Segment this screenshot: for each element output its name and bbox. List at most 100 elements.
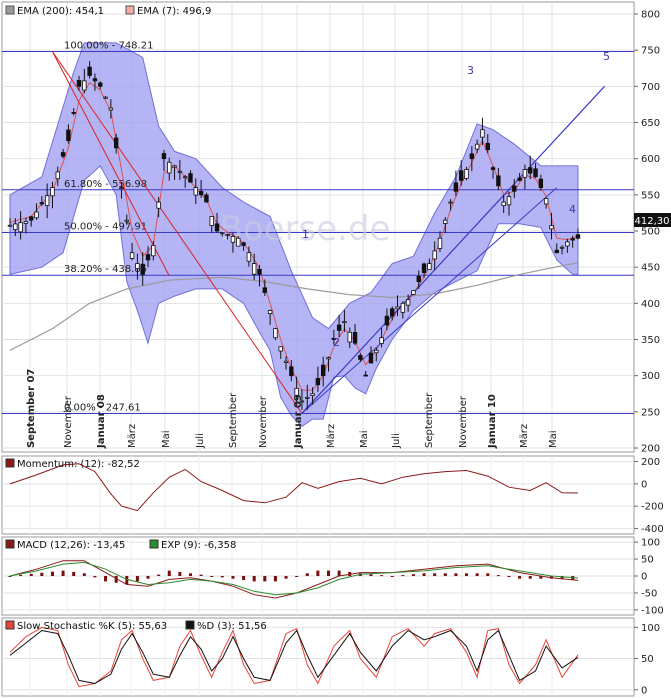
candle-body	[533, 168, 538, 178]
candle-body	[294, 387, 299, 397]
price-tick-label: 400	[641, 299, 660, 310]
ema7-legend: EMA (7): 496,9	[137, 6, 211, 17]
momentum-panel: 200 0 -200 -400 Momentum: (12): -82,52	[1, 455, 664, 535]
momentum-frame	[1, 455, 635, 535]
macd-hist-bar	[539, 576, 543, 579]
panel-tick-label: -400	[641, 524, 664, 535]
macd-hist-bar	[104, 576, 108, 582]
candle-body	[55, 171, 60, 180]
candle-body	[570, 238, 575, 241]
candle-body	[23, 221, 29, 224]
candle-body	[236, 237, 241, 247]
candle-body	[145, 254, 151, 261]
panel-tick-label: 0	[641, 479, 647, 490]
current-price-box	[634, 213, 671, 227]
candle-body	[363, 374, 368, 377]
candle-body	[29, 216, 34, 221]
candle-body	[92, 78, 98, 82]
macd-line	[9, 560, 579, 599]
candle-body	[390, 308, 395, 317]
macd-axis: 100 50 0 -50 -100	[634, 538, 664, 616]
macd-hist-bar	[316, 570, 320, 576]
candle-body	[565, 241, 570, 247]
candle-body	[167, 161, 172, 174]
macd-hist-bar	[263, 576, 267, 582]
candle-body	[538, 178, 544, 189]
fib-label: 0.00% - 247.61	[64, 403, 141, 414]
month-label: März	[127, 424, 138, 448]
stoch-k-legend: Slow Stochastic %K (5): 55,63	[17, 621, 167, 632]
month-label: Juli	[391, 433, 402, 449]
candle-body	[379, 337, 384, 344]
macd-legend: MACD (12,26): -13,45	[17, 540, 125, 551]
candle-body	[432, 250, 437, 260]
current-price-marker: 412,30	[634, 213, 671, 227]
candle-body	[528, 167, 533, 174]
candle-body	[124, 219, 129, 222]
candle-body	[257, 268, 262, 275]
candle-body	[220, 232, 225, 235]
candle-body	[421, 263, 427, 273]
candle-body	[289, 366, 294, 377]
month-label: März	[326, 424, 337, 448]
price-tick-label: 550	[641, 190, 660, 201]
main-legend: EMA (200): 454,1 EMA (7): 496,9	[5, 5, 211, 17]
month-label: November	[63, 395, 74, 448]
candle-body	[129, 252, 135, 259]
macd-hist-bar	[465, 573, 469, 576]
candle-body	[543, 198, 549, 205]
candle-body	[98, 82, 103, 87]
candle-body	[13, 223, 18, 230]
macd-panel: 100 50 0 -50 -100 MACD (12,26): -13,45 EXP (…	[1, 536, 664, 616]
stoch-k-line	[9, 626, 579, 688]
macd-hist-bar	[231, 576, 235, 579]
price-tick-label: 800	[641, 10, 660, 21]
candle-body	[156, 201, 161, 209]
candle-body	[18, 222, 23, 233]
panel-tick-label: 100	[641, 538, 660, 549]
candle-body	[411, 290, 416, 295]
fib-label: 61.80% - 556.98	[64, 179, 147, 190]
macd-hist-bar	[327, 570, 331, 576]
candle-body	[522, 169, 528, 178]
candle-body	[177, 170, 183, 173]
candle-body	[135, 263, 140, 269]
candle-body	[416, 275, 421, 283]
macd-hist-bar	[422, 573, 426, 576]
macd-hist-bar	[135, 576, 139, 582]
macd-hist-bar	[61, 570, 65, 576]
panel-tick-label: 0	[641, 685, 647, 696]
macd-hist-bar	[50, 571, 54, 576]
month-axis: September 07 November Januar 08 März Mai Juli…	[26, 369, 559, 449]
candle-body	[352, 332, 358, 344]
exp-legend: EXP (9): -6,358	[161, 540, 236, 551]
panel-tick-label: 50	[641, 654, 654, 665]
macd-hist-bar	[433, 573, 437, 576]
candle-body	[374, 349, 379, 354]
macd-hist-bar	[188, 573, 192, 576]
candle-body	[549, 225, 554, 230]
panel-tick-label: -50	[641, 588, 657, 599]
candle-body	[50, 187, 55, 197]
macd-hist-bar	[199, 574, 203, 576]
candle-body	[384, 315, 390, 326]
candle-body	[60, 152, 66, 157]
candle-body	[490, 167, 496, 170]
stochastic-axis: 100 50 0	[634, 623, 660, 696]
macd-hist-bar	[475, 573, 479, 576]
candle-body	[347, 331, 352, 343]
wave-label: 4	[569, 203, 576, 216]
candle-body	[405, 299, 411, 306]
price-tick-label: 500	[641, 227, 660, 238]
macd-hist-bar	[242, 576, 246, 581]
candle-body	[474, 143, 480, 150]
macd-hist-bar	[454, 573, 458, 576]
macd-hist-bar	[337, 570, 341, 576]
watermark: Boerse.de	[220, 209, 391, 249]
candle-body	[273, 328, 278, 339]
macd-hist-bar	[380, 575, 384, 577]
candle-body	[427, 263, 432, 270]
month-label: September	[424, 392, 435, 448]
macd-hist-bar	[496, 575, 500, 577]
wave-label: 3	[467, 64, 474, 77]
